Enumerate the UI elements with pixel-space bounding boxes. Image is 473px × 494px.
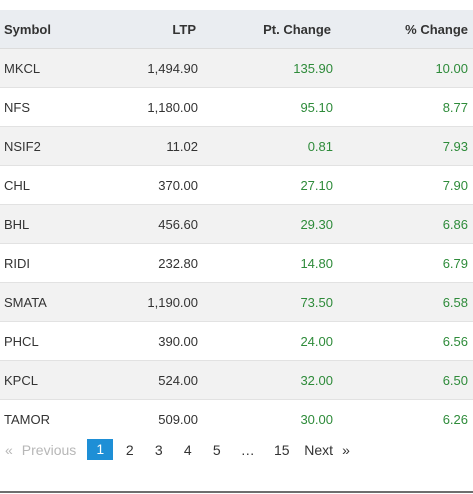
table-row: MKCL 1,494.90 135.90 10.00 [0,48,473,88]
table-row: BHL 456.60 29.30 6.86 [0,204,473,244]
table-header-row: Symbol LTP Pt. Change % Change [0,10,473,49]
gainers-table: Symbol LTP Pt. Change % Change MKCL 1,49… [0,10,473,438]
pagination: « Previous 1 2 3 4 5 … 15 Next » [0,439,350,460]
bottom-divider [0,491,473,493]
table-row: RIDI 232.80 14.80 6.79 [0,243,473,283]
cell-pt-change: 14.80 [198,243,333,283]
cell-pt-change: 73.50 [198,282,333,322]
cell-ltp: 232.80 [99,243,198,283]
cell-pct-change: 6.56 [333,321,473,361]
page-numbers: 1 2 3 4 5 … 15 [87,439,299,460]
cell-ltp: 524.00 [99,360,198,400]
page-button-1[interactable]: 1 [87,439,114,460]
cell-pct-change: 8.77 [333,87,473,127]
cell-ltp: 1,494.90 [99,48,198,88]
cell-symbol[interactable]: MKCL [0,48,99,88]
cell-pt-change: 27.10 [198,165,333,205]
header-ltp[interactable]: LTP [99,10,198,49]
cell-ltp: 456.60 [99,204,198,244]
page-button-4[interactable]: 4 [183,441,192,458]
cell-pct-change: 6.79 [333,243,473,283]
cell-pct-change: 7.93 [333,126,473,166]
page-button-15[interactable]: 15 [273,441,290,458]
header-pt-change[interactable]: Pt. Change [198,10,333,49]
cell-pt-change: 32.00 [198,360,333,400]
cell-ltp: 1,180.00 [99,87,198,127]
cell-pt-change: 95.10 [198,87,333,127]
table-row: PHCL 390.00 24.00 6.56 [0,321,473,361]
cell-symbol[interactable]: BHL [0,204,99,244]
cell-symbol[interactable]: TAMOR [0,399,99,438]
cell-symbol[interactable]: NFS [0,87,99,127]
cell-symbol[interactable]: NSIF2 [0,126,99,166]
cell-pct-change: 7.90 [333,165,473,205]
cell-ltp: 509.00 [99,399,198,438]
cell-ltp: 390.00 [99,321,198,361]
cell-pt-change: 29.30 [198,204,333,244]
previous-label: Previous [21,441,77,458]
cell-symbol[interactable]: SMATA [0,282,99,322]
cell-pct-change: 6.58 [333,282,473,322]
cell-pt-change: 24.00 [198,321,333,361]
next-button[interactable]: Next » [304,442,350,458]
chevron-double-left-icon: « [5,441,13,458]
cell-pt-change: 135.90 [198,48,333,88]
cell-symbol[interactable]: PHCL [0,321,99,361]
cell-ltp: 370.00 [99,165,198,205]
cell-ltp: 11.02 [99,126,198,166]
cell-pct-change: 6.86 [333,204,473,244]
page-button-5[interactable]: 5 [212,441,221,458]
cell-symbol[interactable]: CHL [0,165,99,205]
next-label: Next [304,441,334,458]
cell-pt-change: 0.81 [198,126,333,166]
cell-pct-change: 6.50 [333,360,473,400]
cell-ltp: 1,190.00 [99,282,198,322]
chevron-double-right-icon: » [342,441,350,458]
cell-pct-change: 6.26 [333,399,473,438]
page-button-3[interactable]: 3 [154,441,163,458]
cell-symbol[interactable]: RIDI [0,243,99,283]
previous-button: « Previous [5,442,76,458]
page-ellipsis: … [240,441,255,458]
page-button-2[interactable]: 2 [125,441,134,458]
table-row: NSIF2 11.02 0.81 7.93 [0,126,473,166]
cell-symbol[interactable]: KPCL [0,360,99,400]
table-row: SMATA 1,190.00 73.50 6.58 [0,282,473,322]
table-row: NFS 1,180.00 95.10 8.77 [0,87,473,127]
header-pct-change[interactable]: % Change [333,10,473,49]
cell-pt-change: 30.00 [198,399,333,438]
header-symbol[interactable]: Symbol [0,10,99,49]
cell-pct-change: 10.00 [333,48,473,88]
table-row: KPCL 524.00 32.00 6.50 [0,360,473,400]
table-row: CHL 370.00 27.10 7.90 [0,165,473,205]
table-row: TAMOR 509.00 30.00 6.26 [0,399,473,438]
